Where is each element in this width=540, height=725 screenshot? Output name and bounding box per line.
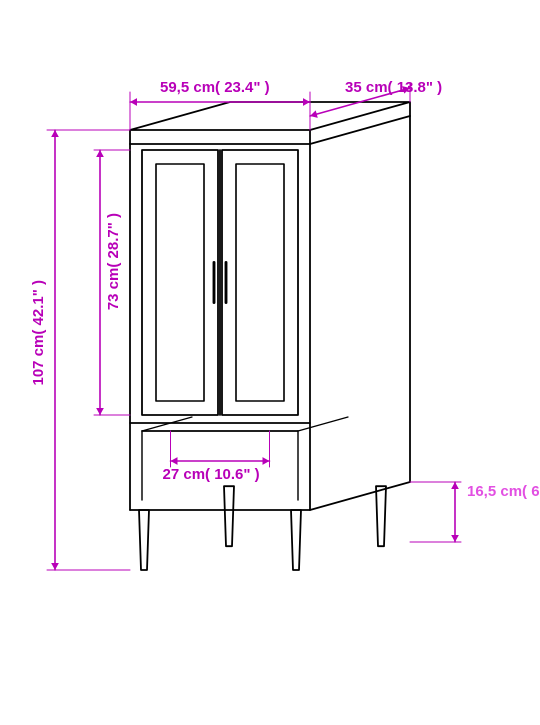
diagram-canvas: 59,5 cm( 23.4" ) 35 cm( 13.8" ) 107 cm( … <box>0 0 540 720</box>
dim-label-door-height: 73 cm( 28.7" ) <box>106 213 123 310</box>
dim-label-leg-height: 16,5 cm( 6.5" ) <box>467 484 540 501</box>
dim-label-shelf-width: 27 cm( 10.6" ) <box>163 467 260 484</box>
dim-label-width: 59,5 cm( 23.4" ) <box>160 80 270 97</box>
dim-label-depth: 35 cm( 13.8" ) <box>345 80 442 97</box>
dim-label-height: 107 cm( 42.1" ) <box>31 280 48 386</box>
furniture-diagram-svg <box>0 0 540 720</box>
